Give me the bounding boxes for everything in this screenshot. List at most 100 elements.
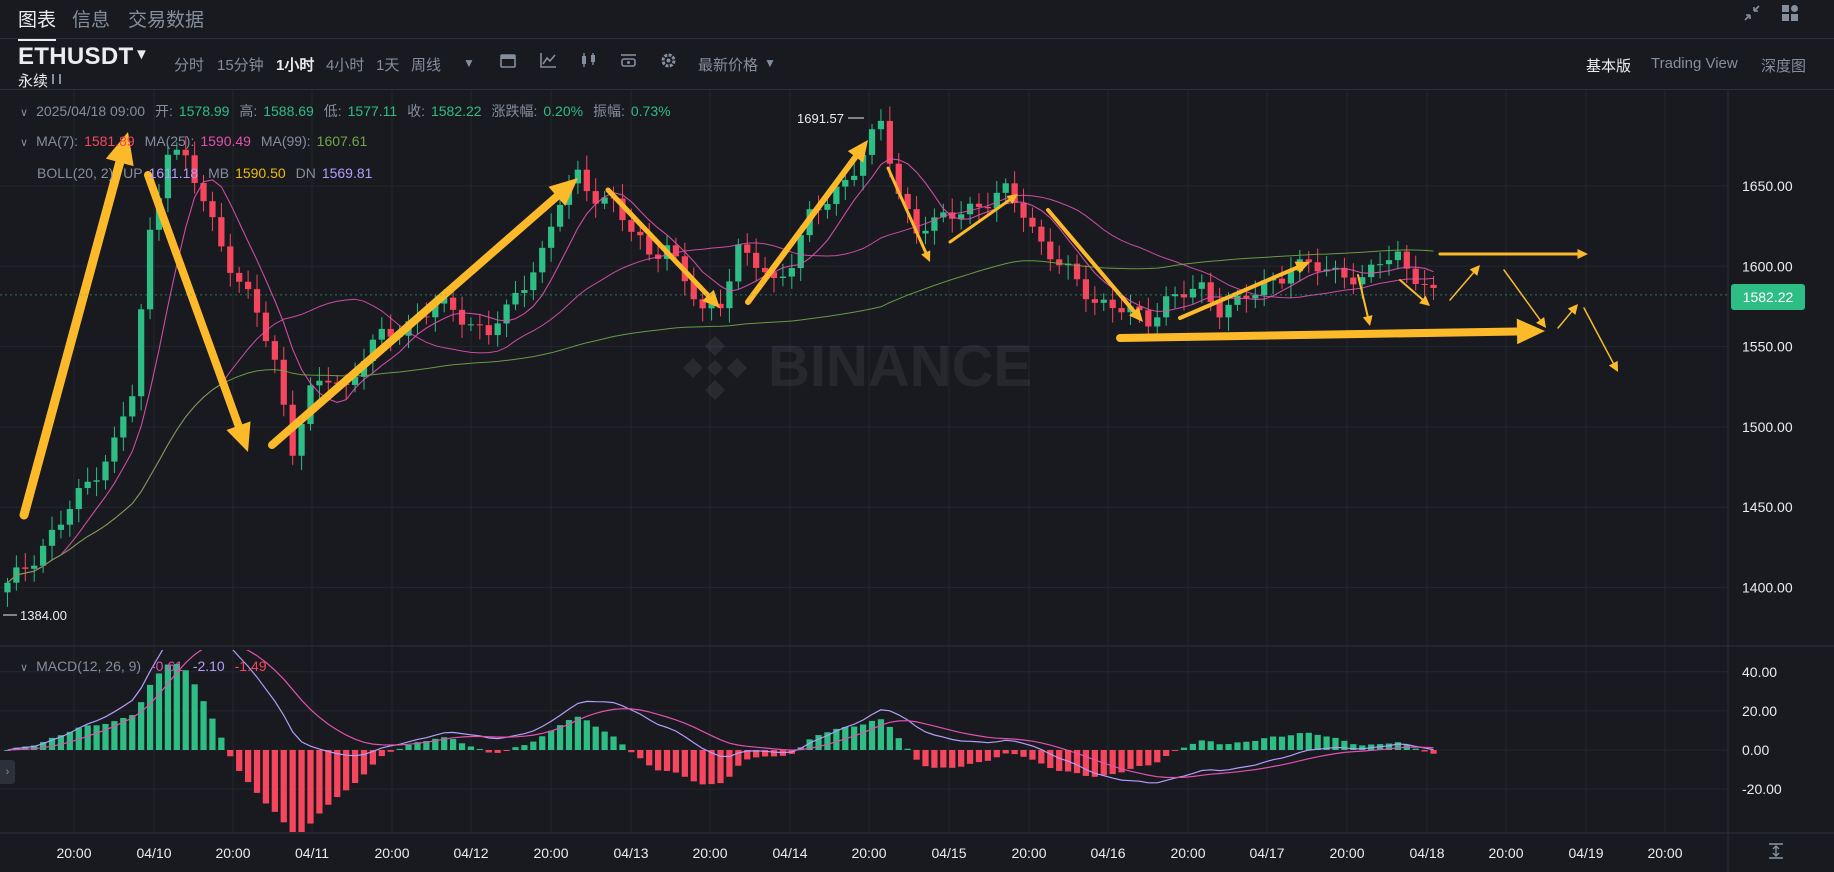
candle-body (423, 316, 430, 318)
more-timeframes-icon[interactable]: ▼ (463, 56, 475, 70)
candle-body (601, 197, 608, 204)
candle-body (859, 154, 867, 176)
candle-body (539, 247, 546, 273)
trend-arrow-head (702, 289, 720, 308)
macd-histogram-bar (761, 750, 769, 757)
candle-body (949, 212, 956, 219)
price-type-select[interactable]: 最新价格 (698, 57, 759, 74)
macd-histogram-bar (770, 750, 778, 757)
candle-body (1145, 310, 1152, 327)
tab-chart[interactable]: 图表 (18, 5, 57, 41)
collapse-info-icon[interactable]: ∨ (20, 107, 29, 119)
view-trading-view[interactable]: Trading View (1651, 55, 1738, 72)
macd-histogram-bar (387, 750, 394, 752)
macd-histogram-bar (441, 737, 448, 750)
candle-body (146, 229, 154, 310)
trend-arrow-head (226, 421, 251, 452)
view-basic[interactable]: 基本版 (1586, 58, 1632, 75)
candle-body (227, 246, 234, 273)
time-tick-label: 20:00 (1488, 845, 1523, 861)
change-label: 涨跌幅: (491, 103, 538, 119)
tab-info[interactable]: 信息 (72, 10, 111, 31)
ohlc-info: ∨ 2025/04/18 09:00 开: 1578.99 高: 1588.69 低:… (20, 101, 677, 121)
timeframe-time[interactable]: 分时 (174, 57, 205, 74)
candle-body (1341, 267, 1348, 278)
price-type-dropdown-icon[interactable]: ▼ (764, 56, 776, 70)
macd-histogram-bar (200, 701, 207, 750)
macd-histogram-bar (913, 750, 920, 760)
candle-body (842, 180, 849, 187)
scale-reset-icon[interactable] (1767, 842, 1785, 865)
price-tick-label: 1650.00 (1742, 178, 1793, 194)
candle-body (672, 245, 680, 257)
candle-body (984, 206, 992, 209)
open-value: 1578.99 (178, 103, 230, 119)
binance-watermark: BINANCE (683, 334, 1032, 400)
macd-histogram-bar (423, 741, 430, 750)
view-depth[interactable]: 深度图 (1761, 58, 1807, 75)
candle-body (75, 488, 82, 510)
macd-histogram-bar (574, 716, 582, 750)
candle-body (966, 203, 974, 215)
candle-body (512, 292, 519, 305)
candle-body (48, 529, 56, 546)
candle-body (298, 423, 305, 456)
candle-body (325, 380, 332, 383)
candle-body (262, 312, 270, 342)
macd-histogram-bar (1109, 750, 1116, 775)
candle-body (868, 129, 876, 155)
macd-histogram-bar (271, 750, 278, 812)
timeframe-15m[interactable]: 15分钟 (217, 57, 264, 74)
low-marker-label: 1384.00 (20, 608, 67, 623)
calendar-icon[interactable] (500, 52, 516, 73)
timeframe-1w[interactable]: 周线 (411, 57, 442, 74)
tab-trading-data[interactable]: 交易数据 (128, 10, 205, 31)
time-tick-label: 20:00 (374, 845, 409, 861)
collapse-ma-icon[interactable]: ∨ (20, 137, 29, 149)
boll-up-label: UP (123, 165, 143, 181)
trend-arrow-shaft (1178, 265, 1300, 320)
symbol-dropdown-icon[interactable]: ▼ (134, 46, 149, 63)
macd-histogram-bar (539, 736, 546, 750)
layout-grid-icon[interactable] (1778, 4, 1802, 28)
candle-body (84, 481, 91, 489)
macd-dif-value: -0.61 (151, 658, 183, 674)
indicator-icon[interactable] (540, 52, 557, 73)
macd-histogram-bar (815, 735, 822, 750)
expand-panel-icon[interactable]: › (0, 760, 15, 784)
high-label: 高: (239, 103, 258, 119)
trend-arrow-shaft (1583, 307, 1615, 364)
macd-histogram-bar (1189, 743, 1197, 750)
candle-body (1385, 260, 1393, 265)
amplitude-label: 振幅: (592, 103, 625, 119)
time-tick-label: 04/12 (453, 845, 488, 861)
timeframe-1d[interactable]: 1天 (376, 57, 400, 74)
timeframe-4h[interactable]: 4小时 (326, 57, 365, 74)
macd-histogram-bar (31, 745, 38, 750)
candle-body (102, 461, 109, 481)
trend-arrow-shaft (948, 198, 1011, 244)
ma99-line (7, 249, 1434, 584)
timeframe-1h[interactable]: 1小时 (276, 57, 315, 74)
macd-histogram-bar (93, 725, 100, 750)
close-value: 1582.22 (430, 103, 482, 119)
macd-histogram-bar (637, 750, 644, 759)
candle-body (1118, 308, 1125, 313)
macd-label: MACD(12, 26, 9) (36, 658, 142, 674)
time-tick-label: 04/18 (1409, 845, 1444, 861)
candle-body (619, 198, 626, 221)
template-icon[interactable] (620, 52, 637, 73)
settings-gear-icon[interactable] (660, 52, 677, 74)
collapse-icon[interactable] (1740, 4, 1764, 28)
macd-histogram-bar (699, 750, 706, 785)
candle-body (1350, 277, 1357, 285)
collapse-macd-icon[interactable]: ∨ (20, 662, 29, 674)
trend-arrow-head (105, 132, 134, 167)
macd-histogram-bar (1154, 750, 1161, 763)
candle-style-icon[interactable] (580, 52, 598, 73)
change-value: 0.20% (543, 103, 584, 119)
candle-body (458, 309, 466, 325)
trend-arrow-shaft (1399, 279, 1424, 301)
symbol-name[interactable]: ETHUSDT (18, 43, 134, 70)
